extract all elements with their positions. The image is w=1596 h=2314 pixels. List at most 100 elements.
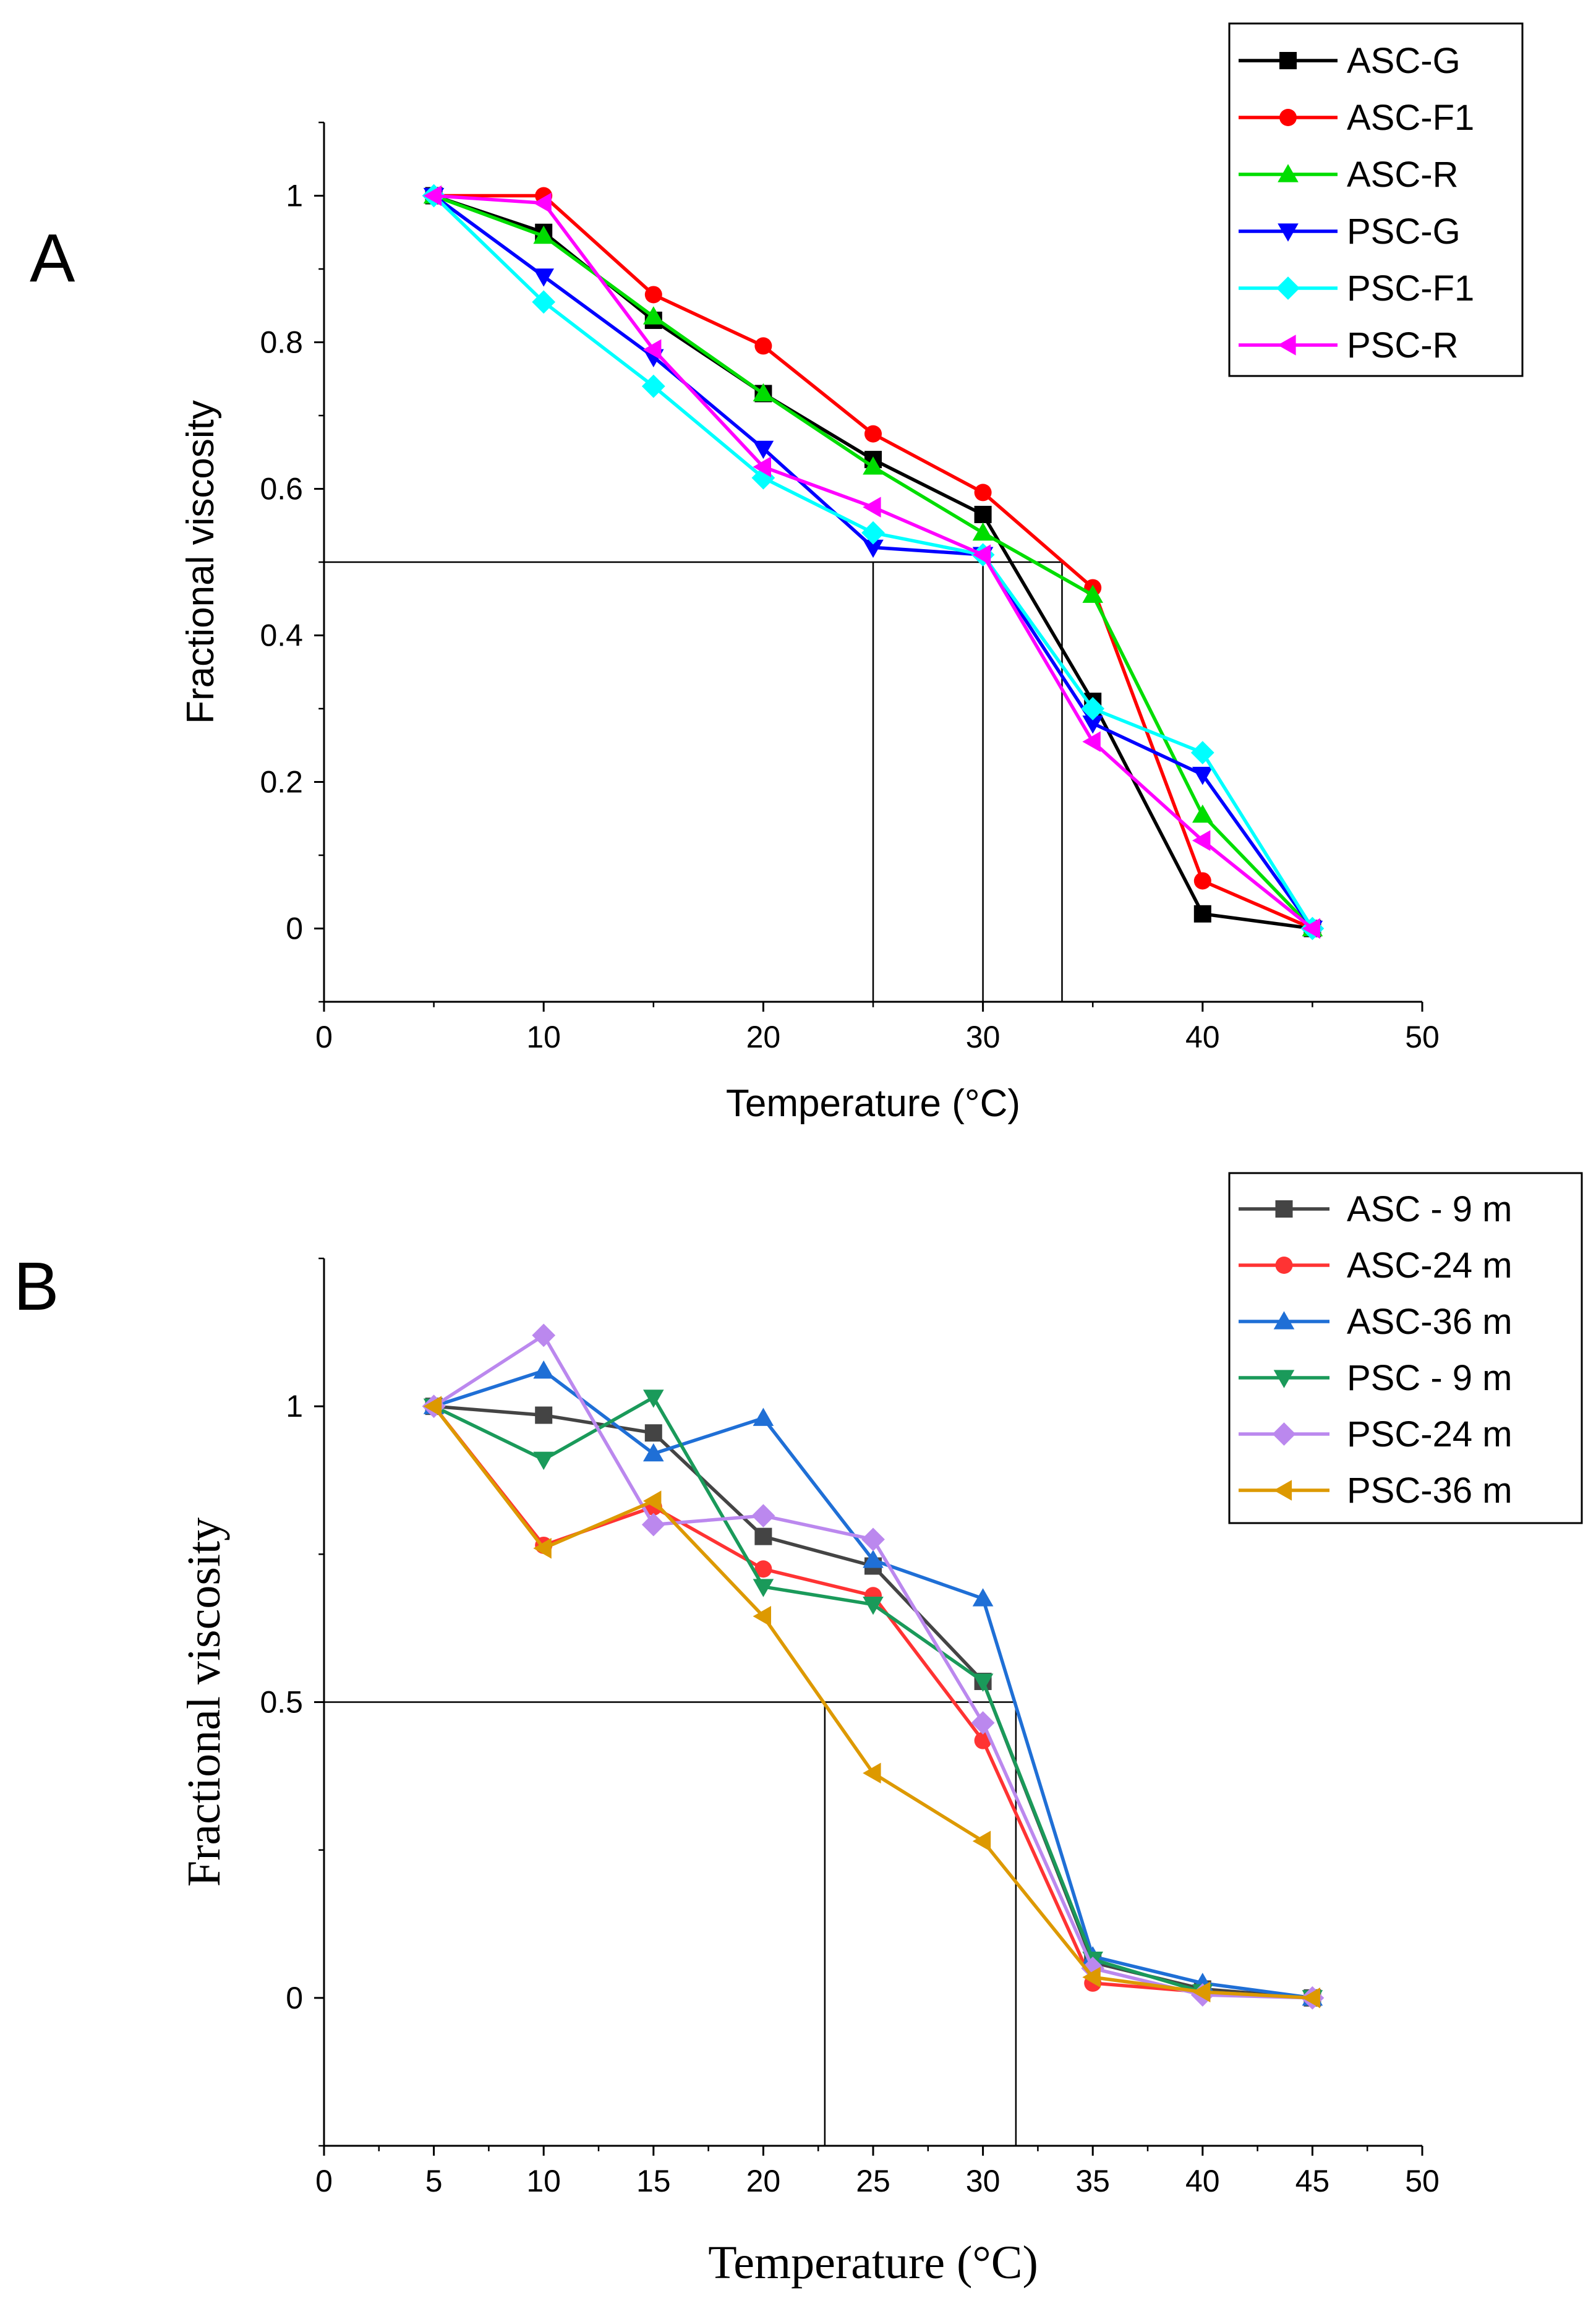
y-axis-label: Fractional viscosity — [179, 400, 222, 724]
series-psc-24-m — [422, 1323, 1325, 2010]
y-tick-label: 1 — [286, 1389, 303, 1424]
legend-label: ASC-24 m — [1347, 1245, 1513, 1286]
data-point — [1081, 1957, 1105, 1980]
x-tick-label: 25 — [856, 2164, 890, 2198]
x-tick-label: 15 — [636, 2164, 671, 2198]
legend-marker — [1273, 1311, 1295, 1330]
data-point — [1302, 1987, 1320, 2009]
data-point — [863, 1550, 884, 1568]
legend-box — [1228, 22, 1524, 377]
y-axis-label: Fractional viscosity — [178, 1518, 230, 1887]
legend-marker — [1275, 1200, 1293, 1218]
data-point — [751, 1504, 775, 1528]
legend-marker — [1278, 164, 1299, 182]
data-point — [423, 185, 442, 207]
y-tick-label: 0.5 — [260, 1685, 303, 1720]
data-point — [751, 466, 775, 490]
series-psc-r — [423, 185, 1320, 939]
chart-panel-b: B 0 5 10 15 20 25 30 35 40 45 50 0 0.5 1 Temperature (°… — [14, 1172, 1583, 2289]
series-line — [433, 1396, 1313, 2000]
x-tick-label: 40 — [1185, 2164, 1220, 2198]
data-point — [754, 337, 772, 355]
data-point — [863, 539, 884, 558]
data-point — [971, 1711, 995, 1735]
data-point — [972, 1588, 994, 1607]
y-tick-label: 0 — [286, 912, 303, 946]
data-point — [1192, 1981, 1211, 2003]
data-point — [754, 1560, 772, 1578]
data-point — [861, 521, 885, 545]
data-point — [643, 1390, 664, 1408]
x-tick-label: 30 — [966, 2164, 1001, 2198]
data-point — [643, 306, 664, 325]
x-tick-label: 40 — [1185, 1020, 1220, 1054]
x-tick-label: 20 — [746, 2164, 781, 2198]
data-point — [533, 1360, 554, 1379]
legend-label: PSC-36 m — [1347, 1471, 1513, 1511]
data-point — [753, 1605, 771, 1627]
x-tick-label: 50 — [1405, 1020, 1440, 1054]
data-point — [1082, 715, 1103, 734]
data-point — [974, 505, 992, 523]
data-point — [863, 497, 881, 518]
data-point — [864, 425, 882, 443]
data-point — [644, 286, 662, 304]
data-point — [753, 1579, 774, 1597]
legend-label: ASC-36 m — [1347, 1302, 1513, 1342]
legend-label: PSC-24 m — [1347, 1414, 1513, 1454]
y-tick-label: 0.4 — [260, 618, 303, 653]
series-psc-f1 — [422, 184, 1325, 941]
data-point — [1192, 767, 1213, 785]
data-point — [535, 1406, 553, 1424]
data-point — [532, 290, 556, 314]
data-point — [972, 1830, 991, 1852]
legend-label: ASC-G — [1347, 41, 1461, 81]
chart-panel-a: A 0 10 20 30 40 50 0 0.2 0.4 0.6 0.8 1 Temperature (°… — [30, 22, 1524, 1125]
x-tick-label: 10 — [526, 2164, 561, 2198]
legend-marker — [1273, 1370, 1295, 1388]
legend-label: PSC - 9 m — [1347, 1358, 1513, 1398]
legend-marker — [1273, 1480, 1292, 1501]
data-point — [753, 1407, 774, 1426]
legend-marker — [1279, 52, 1297, 69]
data-point — [1193, 905, 1211, 923]
series-asc-36-m — [423, 1360, 1323, 2006]
series-psc-9-m — [423, 1390, 1323, 2009]
x-tick-label: 0 — [315, 2164, 333, 2198]
data-point — [1082, 584, 1103, 603]
legend-box — [1228, 1172, 1583, 1524]
data-point — [643, 339, 662, 361]
data-point — [644, 1424, 662, 1442]
data-point — [974, 484, 992, 502]
series-psc-36-m — [423, 1396, 1320, 2009]
y-tick-label: 0.8 — [260, 325, 303, 360]
y-tick-label: 0 — [286, 1981, 303, 2015]
legend: ASC - 9 m ASC-24 m ASC-36 m PSC - 9 m PSC-24… — [1228, 1172, 1583, 1524]
data-point — [1193, 872, 1211, 890]
legend-marker — [1279, 109, 1297, 126]
x-axis-label: Temperature (°C) — [726, 1082, 1020, 1125]
y-tick-label: 1 — [286, 179, 303, 213]
data-point — [1192, 830, 1211, 852]
x-tick-label: 5 — [425, 2164, 443, 2198]
data-point — [423, 1396, 442, 1417]
legend-marker — [1278, 223, 1299, 242]
data-point — [754, 1527, 772, 1545]
legend: ASC-G ASC-F1 ASC-R PSC-G PSC-F1 PSC-R — [1228, 22, 1524, 377]
data-point — [1190, 741, 1214, 764]
data-point — [863, 1762, 881, 1784]
data-point — [972, 522, 994, 541]
data-point — [863, 1597, 884, 1615]
x-tick-label: 10 — [526, 1020, 561, 1054]
data-point — [641, 374, 665, 398]
legend-marker — [1276, 276, 1300, 300]
data-point — [1082, 731, 1101, 753]
data-point — [1082, 1966, 1101, 1988]
x-tick-label: 0 — [315, 1020, 333, 1054]
panel-label: B — [14, 1249, 59, 1325]
data-point — [753, 383, 774, 402]
legend-label: PSC-R — [1347, 325, 1458, 365]
data-point — [533, 192, 552, 214]
data-point — [863, 456, 884, 475]
